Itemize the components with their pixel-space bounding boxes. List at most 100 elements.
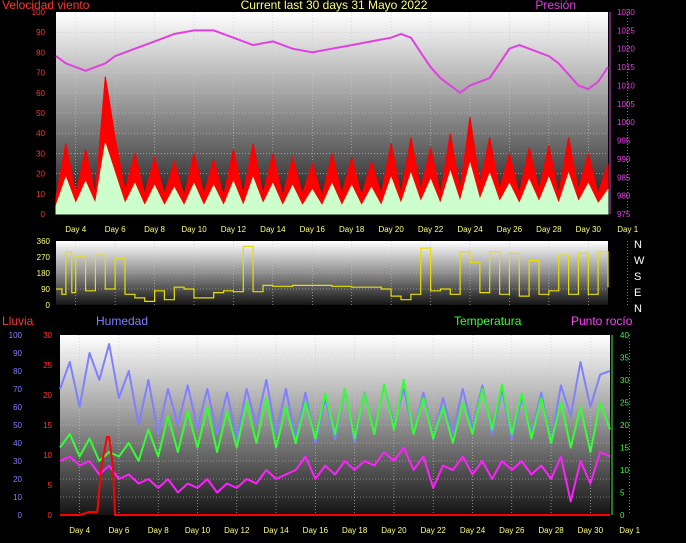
pressure-tick-label: 990 <box>617 155 631 164</box>
temp-x-tick-label: Day 4 <box>69 526 90 535</box>
pressure-tick-label: 1015 <box>617 63 635 72</box>
pressure-line <box>55 29 609 95</box>
wind-pressure-panel: Velocidad viento Current last 30 days 31… <box>2 0 639 234</box>
compass-label: S <box>634 271 641 283</box>
temperature-line <box>59 379 611 462</box>
wind-direction-line <box>56 245 609 302</box>
temp-x-tick-label: Day 24 <box>460 526 486 535</box>
temperature-tick-label: 20 <box>620 421 629 430</box>
wind-x-tick-label: Day 24 <box>457 225 483 234</box>
wind-x-tick-label: Day 4 <box>65 225 86 234</box>
wind-x-tick-label: Day 30 <box>576 225 602 234</box>
humidity-line <box>59 343 611 444</box>
temp-x-tick-label: Day 14 <box>263 526 289 535</box>
compass-label: N <box>634 303 642 315</box>
wind-x-tick-label: Day 20 <box>378 225 404 234</box>
wind-tick-label: 90 <box>36 28 45 37</box>
dew-point-axis-label: Punto rocío <box>571 314 633 328</box>
wind-tick-label: 40 <box>36 129 45 138</box>
wind-axis-ticks: 0102030405060708090100975980985990995100… <box>32 8 639 234</box>
temperature-tick-label: 25 <box>620 399 629 408</box>
compass-label: N <box>634 239 642 251</box>
humidity-tick-label: 80 <box>13 367 22 376</box>
rain-tick-label: 0 <box>48 511 53 520</box>
temp-x-tick-label: Day 12 <box>224 526 250 535</box>
temperature-axis-label: Temperatura <box>454 314 522 328</box>
wind-tick-label: 60 <box>36 89 45 98</box>
pressure-tick-label: 1000 <box>617 118 635 127</box>
direction-tick-label: 180 <box>37 269 51 278</box>
pressure-tick-label: 1010 <box>617 81 635 90</box>
temperature-tick-label: 10 <box>620 466 629 475</box>
direction-tick-label: 270 <box>37 253 51 262</box>
pressure-tick-label: 985 <box>617 173 631 182</box>
wind-tick-label: 70 <box>36 69 45 78</box>
wind-x-tick-label: Day 26 <box>497 225 523 234</box>
pressure-tick-label: 1030 <box>617 8 635 17</box>
rain-axis-label: Lluvia <box>2 314 34 328</box>
direction-series <box>56 245 609 302</box>
humidity-tick-label: 20 <box>13 475 22 484</box>
temp-x-tick-label: Day 8 <box>148 526 169 535</box>
pressure-tick-label: 1005 <box>617 100 635 109</box>
temperature-humidity-panel: Lluvia Humedad Temperatura Punto rocío 0… <box>2 314 641 535</box>
rain-tick-label: 25 <box>43 361 52 370</box>
wind-x-tick-label: Day 6 <box>105 225 126 234</box>
wind-speed-axis-label: Velocidad viento <box>2 0 90 12</box>
direction-grid <box>56 241 629 305</box>
temp-x-tick-label: Day 30 <box>578 526 604 535</box>
direction-tick-label: 90 <box>41 285 50 294</box>
temp-plot-background <box>60 335 610 515</box>
temp-x-tick-label: Day 1 <box>619 526 640 535</box>
pressure-axis-label: Presión <box>535 0 576 12</box>
humidity-tick-label: 10 <box>13 493 22 502</box>
wind-x-tick-label: Day 28 <box>536 225 562 234</box>
compass-label: E <box>634 287 641 299</box>
rain-tick-label: 5 <box>48 481 53 490</box>
temp-x-tick-label: Day 6 <box>108 526 129 535</box>
direction-tick-label: 0 <box>46 301 51 310</box>
temp-x-tick-label: Day 26 <box>499 526 525 535</box>
humidity-tick-label: 100 <box>9 331 23 340</box>
temp-x-tick-label: Day 20 <box>381 526 407 535</box>
temp-axis-ticks: 0 10 20 30 40 50 60 70 80 90 100 0 5 10 15 20 25 30 0 5 10 15… <box>9 331 641 535</box>
rain-tick-label: 30 <box>43 331 52 340</box>
temperature-tick-label: 30 <box>620 376 629 385</box>
temperature-tick-label: 0 <box>620 511 625 520</box>
pressure-tick-label: 995 <box>617 137 631 146</box>
wind-tick-label: 10 <box>36 190 45 199</box>
wind-tick-label: 20 <box>36 170 45 179</box>
wind-tick-label: 0 <box>41 210 46 219</box>
humidity-tick-label: 0 <box>18 511 23 520</box>
wind-series <box>55 29 609 215</box>
wind-x-tick-label: Day 18 <box>339 225 365 234</box>
temp-x-tick-label: Day 28 <box>538 526 564 535</box>
humidity-tick-label: 50 <box>13 421 22 430</box>
temperature-tick-label: 15 <box>620 444 629 453</box>
wind-x-tick-label: Day 1 <box>617 225 638 234</box>
temp-x-tick-label: Day 18 <box>342 526 368 535</box>
compass-label: W <box>634 255 645 267</box>
humidity-tick-label: 30 <box>13 457 22 466</box>
rain-line <box>60 436 610 516</box>
rain-tick-label: 20 <box>43 391 52 400</box>
temp-x-tick-label: Day 10 <box>185 526 211 535</box>
humidity-axis-label: Humedad <box>96 314 148 328</box>
temperature-tick-label: 40 <box>620 331 629 340</box>
dew-point-line <box>59 446 611 503</box>
pressure-tick-label: 1025 <box>617 26 635 35</box>
wind-x-tick-label: Day 8 <box>144 225 165 234</box>
wind-x-tick-label: Day 16 <box>300 225 326 234</box>
wind-series-area-2 <box>55 143 609 215</box>
wind-tick-label: 50 <box>36 109 45 118</box>
humidity-tick-label: 40 <box>13 439 22 448</box>
wind-tick-label: 80 <box>36 48 45 57</box>
pressure-tick-label: 975 <box>617 210 631 219</box>
rain-tick-label: 15 <box>43 421 52 430</box>
temp-x-tick-label: Day 22 <box>421 526 447 535</box>
chart-title: Current last 30 days 31 Mayo 2022 <box>241 0 428 12</box>
wind-x-tick-label: Day 10 <box>181 225 207 234</box>
temp-series <box>59 343 611 516</box>
